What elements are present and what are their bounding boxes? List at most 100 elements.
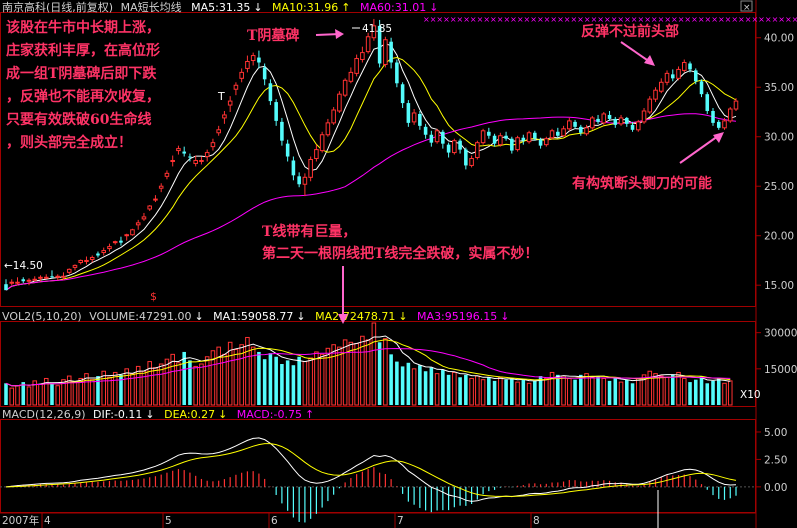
candle-body	[348, 71, 354, 82]
volume-bar	[618, 381, 624, 406]
candle-body	[625, 117, 629, 124]
candle-body	[395, 62, 399, 84]
volume-bar	[636, 377, 641, 406]
candle-body	[15, 281, 20, 284]
candle-body	[533, 132, 537, 139]
signal-markers: ××××××××××××××××××××××××××××××××××××××××…	[423, 15, 797, 24]
volume-bar	[475, 375, 480, 406]
annotation-left: 该股在牛市中长期上涨， 庄家获利丰厚，在高位形 成一组T阴墓碑后即下跌 ，反弹也…	[6, 19, 160, 151]
candle-body	[250, 55, 256, 62]
candle-body	[676, 68, 681, 79]
candle-body	[377, 25, 382, 64]
volume-bar	[9, 387, 15, 406]
volume-bar	[314, 351, 319, 406]
volume-bar	[688, 382, 692, 405]
candle-body	[308, 158, 313, 178]
candle-body	[521, 137, 526, 141]
candle-body	[319, 134, 325, 152]
volume-bar	[561, 375, 566, 406]
volume-bar	[613, 377, 618, 405]
candle-body	[434, 130, 440, 143]
candle-body	[233, 84, 239, 90]
volume-bar	[250, 346, 256, 406]
candle-body	[567, 120, 572, 130]
candle-body	[337, 93, 342, 112]
candle-body	[538, 139, 543, 146]
volume-bar	[521, 379, 526, 405]
volume-bar	[556, 374, 560, 405]
volume-bar	[549, 371, 555, 406]
volume-bar	[84, 373, 89, 406]
stock-title: 南京高科(日线,前复权) MA短长均线 MA5:31.35 ↓ MA10:31.9…	[2, 0, 438, 14]
candle-body	[285, 143, 290, 157]
candle-body	[257, 57, 261, 63]
low-price-label: ←14.50	[4, 260, 43, 272]
volume-bar	[699, 376, 704, 405]
volume-bar	[342, 339, 348, 406]
volume-bar	[670, 374, 675, 405]
candle-body	[406, 103, 411, 123]
candle-body	[590, 117, 595, 129]
volume-bar	[158, 363, 164, 406]
candle-body	[302, 176, 308, 185]
volume-bar	[727, 380, 733, 406]
volume-bar	[124, 368, 129, 406]
candle-body	[193, 159, 198, 164]
candle-body	[227, 100, 233, 106]
volume-bar	[274, 356, 278, 405]
candle-body	[158, 185, 164, 189]
candle-body	[84, 259, 89, 262]
volume-bar	[458, 377, 462, 405]
candle-body	[573, 121, 577, 127]
candle-body	[510, 138, 514, 151]
t-marker: T	[217, 90, 225, 103]
candle-body	[400, 84, 405, 104]
volume-bar	[377, 342, 382, 405]
candle-body	[423, 126, 428, 135]
volume-tick-label: 30000	[764, 328, 797, 340]
candle-body	[418, 113, 422, 126]
volume-bar	[26, 386, 32, 406]
candle-body	[32, 278, 38, 281]
volume-bar	[664, 376, 670, 406]
volume-bar	[107, 376, 112, 406]
candle-body	[280, 121, 284, 141]
volume-bar	[395, 361, 399, 405]
volume-bar	[526, 382, 532, 406]
volume-bar	[579, 374, 583, 405]
volume-bar	[210, 350, 216, 406]
candle-body	[526, 132, 532, 143]
candle-body	[262, 67, 267, 80]
candle-body	[636, 121, 641, 131]
candle-body	[182, 151, 186, 154]
svg-text:只要有效跌破60生命线: 只要有效跌破60生命线	[6, 111, 151, 128]
volume-bar	[43, 377, 49, 406]
candle-body	[647, 98, 653, 113]
candle-body	[641, 110, 647, 123]
ma10-label: MA10:31.96	[272, 1, 338, 14]
candle-body	[274, 102, 278, 121]
candle-body	[245, 61, 250, 69]
candle-body	[722, 120, 727, 129]
ma5-label: MA5:31.35	[191, 1, 250, 14]
volume-bar	[625, 379, 629, 405]
volume-bar	[182, 351, 186, 405]
volume-bar	[365, 339, 371, 406]
candle-body	[607, 114, 612, 119]
volume-bar	[487, 377, 491, 405]
volume-bar	[72, 381, 78, 406]
candle-body	[584, 127, 589, 135]
volume-bar	[716, 378, 721, 405]
annotation-volume: T线带有巨量， 第二天一根阴线把T线完全跌破，实属不妙！	[262, 223, 538, 262]
volume-bar	[630, 383, 635, 405]
candle-body	[492, 135, 497, 144]
volume-bar	[78, 377, 84, 406]
price-tick-label: 15.00	[764, 280, 794, 292]
macd-panel-frame	[0, 419, 756, 513]
volume-bar	[371, 322, 377, 406]
volume-bar	[480, 379, 486, 406]
window-close-button[interactable]	[740, 0, 753, 12]
candle-body	[176, 148, 181, 152]
volume-bar	[607, 380, 612, 405]
candle-body	[487, 131, 491, 136]
